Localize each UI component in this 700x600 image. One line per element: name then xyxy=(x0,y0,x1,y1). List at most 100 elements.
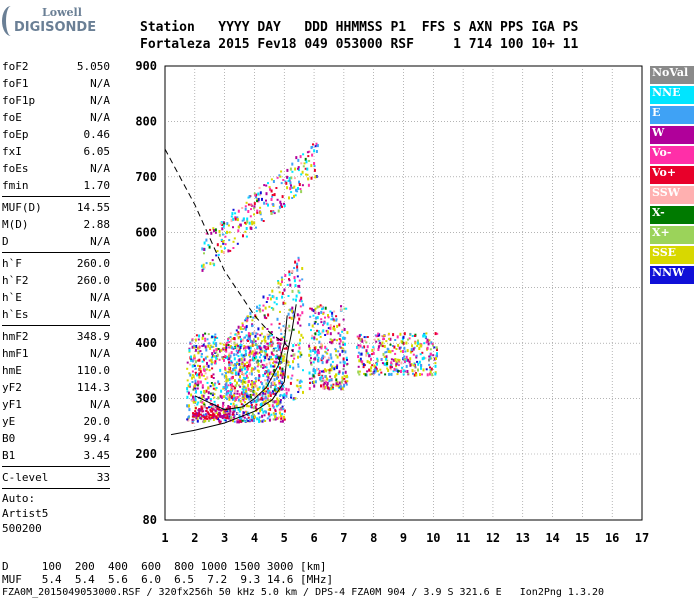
data-point xyxy=(239,365,242,369)
data-point xyxy=(380,371,383,374)
data-point xyxy=(215,348,218,352)
data-point xyxy=(301,170,304,174)
data-point xyxy=(391,366,393,369)
data-point xyxy=(241,368,244,372)
data-point xyxy=(258,351,261,354)
data-point xyxy=(315,175,318,178)
data-point xyxy=(252,406,255,410)
data-point xyxy=(249,355,251,358)
data-point xyxy=(256,211,259,214)
data-point xyxy=(293,267,296,269)
data-point xyxy=(265,192,268,196)
data-point xyxy=(330,341,333,345)
data-point xyxy=(255,343,258,346)
data-point xyxy=(277,344,280,348)
data-point xyxy=(288,279,291,282)
data-point xyxy=(195,417,198,420)
data-point xyxy=(256,345,259,349)
data-point xyxy=(366,360,369,364)
data-point xyxy=(428,339,431,342)
data-point xyxy=(229,382,232,384)
data-point xyxy=(287,364,290,367)
data-point xyxy=(386,362,389,365)
data-point xyxy=(274,408,277,411)
data-point xyxy=(247,405,250,408)
data-point xyxy=(316,144,319,148)
data-point xyxy=(240,331,243,333)
data-point xyxy=(202,265,205,269)
data-point xyxy=(206,376,209,380)
data-point xyxy=(407,358,409,362)
data-point xyxy=(243,364,246,367)
data-point xyxy=(186,390,189,393)
data-point xyxy=(319,377,322,380)
data-point xyxy=(280,332,283,335)
data-point xyxy=(344,342,346,346)
data-point xyxy=(227,249,230,253)
data-point xyxy=(241,391,244,394)
data-point xyxy=(299,379,302,382)
data-point xyxy=(264,400,267,402)
data-point xyxy=(255,400,258,403)
data-point xyxy=(226,230,228,234)
data-point xyxy=(186,395,189,399)
data-point xyxy=(241,392,244,395)
data-point xyxy=(226,355,229,359)
data-point xyxy=(328,369,331,372)
data-point xyxy=(249,315,252,318)
data-point xyxy=(344,350,347,354)
data-point xyxy=(277,403,280,407)
data-point xyxy=(365,351,368,355)
data-point xyxy=(227,384,230,387)
data-point xyxy=(270,392,273,394)
data-point xyxy=(419,353,422,356)
x-tick-label: 7 xyxy=(340,531,347,545)
data-point xyxy=(234,369,237,372)
data-point xyxy=(345,307,348,310)
data-point xyxy=(288,196,290,200)
data-point xyxy=(222,251,225,254)
data-point xyxy=(233,392,236,395)
x-tick-label: 10 xyxy=(426,531,440,545)
data-point xyxy=(256,352,259,355)
data-point xyxy=(342,371,344,375)
data-point xyxy=(212,355,215,358)
data-point xyxy=(293,276,296,280)
data-point xyxy=(243,336,246,339)
data-point xyxy=(373,370,376,374)
data-point xyxy=(235,329,238,332)
data-point xyxy=(221,417,224,420)
data-point xyxy=(241,419,244,422)
param-row-hmf1: hmF1 N/A xyxy=(2,345,110,362)
data-point xyxy=(387,332,390,335)
data-point xyxy=(293,353,296,357)
data-point xyxy=(229,409,232,412)
data-point xyxy=(240,357,243,360)
data-point xyxy=(237,344,239,347)
data-point xyxy=(339,345,342,348)
data-point xyxy=(266,333,269,336)
data-point xyxy=(422,334,425,338)
data-point xyxy=(262,295,265,299)
data-point xyxy=(312,143,314,146)
legend-item-nne: NNE xyxy=(650,86,694,104)
x-tick-label: 16 xyxy=(605,531,619,545)
data-point xyxy=(254,349,256,353)
data-point xyxy=(335,354,338,357)
data-point xyxy=(258,418,260,421)
data-point xyxy=(261,420,264,423)
data-point xyxy=(326,359,329,363)
data-point xyxy=(268,415,271,418)
data-point xyxy=(238,335,241,338)
data-point xyxy=(298,342,301,345)
data-point xyxy=(265,342,268,345)
data-point xyxy=(310,337,313,340)
data-point xyxy=(255,196,258,199)
legend-item-e: E xyxy=(650,106,694,124)
data-point xyxy=(201,345,204,347)
data-point xyxy=(259,398,262,401)
data-point xyxy=(320,321,323,324)
data-point xyxy=(343,349,346,352)
data-point xyxy=(426,373,429,377)
data-point xyxy=(262,385,265,389)
